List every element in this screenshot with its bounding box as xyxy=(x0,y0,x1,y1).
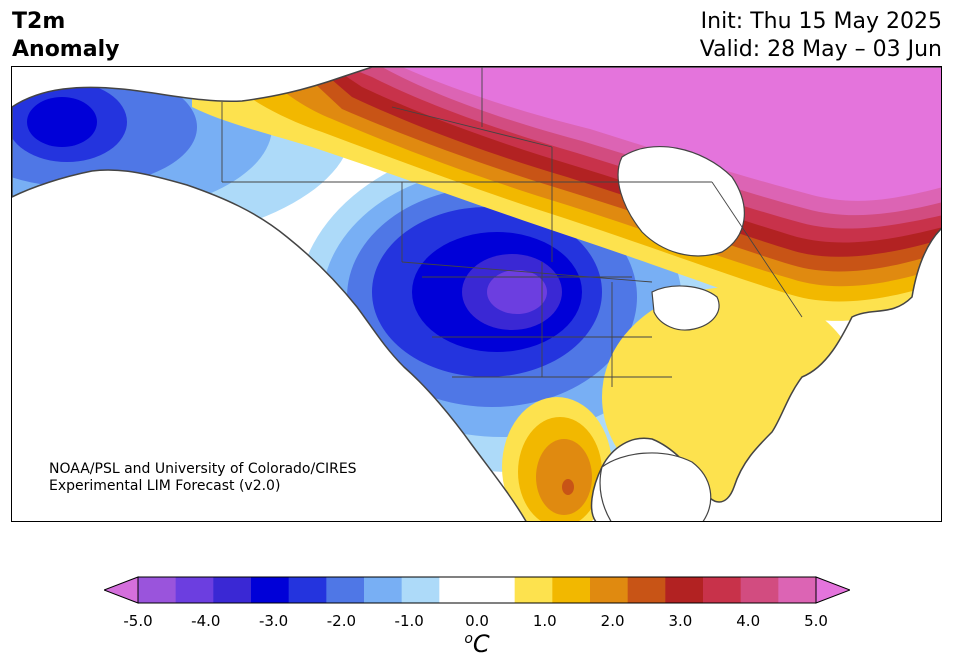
south-warm-darkorange xyxy=(562,479,574,495)
colorbar-segment xyxy=(401,577,440,603)
colorbar-segment xyxy=(213,577,252,603)
unit-superscript: o xyxy=(464,631,473,647)
title-line-1: T2m xyxy=(12,9,66,34)
great-lakes xyxy=(651,285,720,331)
credit-line-2: Experimental LIM Forecast (v2.0) xyxy=(49,478,281,494)
colorbar-tick-label: -2.0 xyxy=(326,612,357,630)
colorbar-tick-label: 1.0 xyxy=(532,612,557,630)
map-title: T2m Anomaly xyxy=(12,8,119,64)
title-line-2: Anomaly xyxy=(12,37,120,62)
warm-band-magenta xyxy=(392,67,941,201)
anomaly-map xyxy=(12,67,941,521)
colorbar-segment xyxy=(288,577,327,603)
colorbar-segment xyxy=(439,577,478,603)
init-date: Init: Thu 15 May 2025 xyxy=(700,9,942,34)
credit-text: NOAA/PSL and University of Colorado/CIRE… xyxy=(49,461,357,495)
colorbar-segment xyxy=(665,577,704,603)
political-borders xyxy=(221,67,803,387)
colorbar-tick-label: -1.0 xyxy=(394,612,424,630)
colorbar-segment xyxy=(778,577,817,603)
colorbar-tick-label: 2.0 xyxy=(600,612,625,630)
south-warm-orange xyxy=(536,439,592,515)
colorbar-over-arrow xyxy=(815,576,850,604)
valid-date: Valid: 28 May – 03 Jun xyxy=(699,37,942,62)
colorbar-segment xyxy=(590,577,629,603)
colorbar-segment xyxy=(175,577,214,603)
colorbar-border xyxy=(137,576,817,604)
colorbar-under-arrow xyxy=(104,576,139,604)
colorbar-segment xyxy=(514,577,553,603)
colorbar-segment xyxy=(703,577,742,603)
colorbar-tick-label: -5.0 xyxy=(123,612,153,630)
colorbar-tick-label: 3.0 xyxy=(668,612,693,630)
colorbar xyxy=(104,576,850,604)
colorbar-tick-label: -4.0 xyxy=(191,612,221,630)
colorbar-tick-label: -3.0 xyxy=(258,612,289,630)
gulf-of-mexico xyxy=(599,452,712,521)
colorbar-tick-label: 5.0 xyxy=(804,612,828,630)
map-frame xyxy=(11,66,942,522)
colorbar-segment xyxy=(326,577,365,603)
colorbar-segment xyxy=(552,577,591,603)
colorbar-segment xyxy=(627,577,666,603)
colorbar-segment xyxy=(138,577,177,603)
colorbar-segment xyxy=(740,577,779,603)
cold-band-5 xyxy=(27,97,97,147)
colorbar-segment xyxy=(251,577,290,603)
plains-cold-7 xyxy=(487,270,547,314)
credit-line-1: NOAA/PSL and University of Colorado/CIRE… xyxy=(49,461,357,477)
colorbar-ticks: -5.0 -4.0 -3.0 -2.0 -1.0 0.0 1.0 2.0 3.0 4.0 5.0 xyxy=(0,612,954,632)
colorbar-tick-label: 0.0 xyxy=(465,612,489,630)
unit-label: C xyxy=(472,630,490,658)
colorbar-tick-label: 4.0 xyxy=(736,612,761,630)
hudson-bay xyxy=(617,146,745,257)
forecast-dates: Init: Thu 15 May 2025 Valid: 28 May – 03… xyxy=(700,8,942,64)
colorbar-segment xyxy=(364,577,403,603)
colorbar-segment xyxy=(477,577,516,603)
colorbar-unit: oC xyxy=(464,630,489,658)
